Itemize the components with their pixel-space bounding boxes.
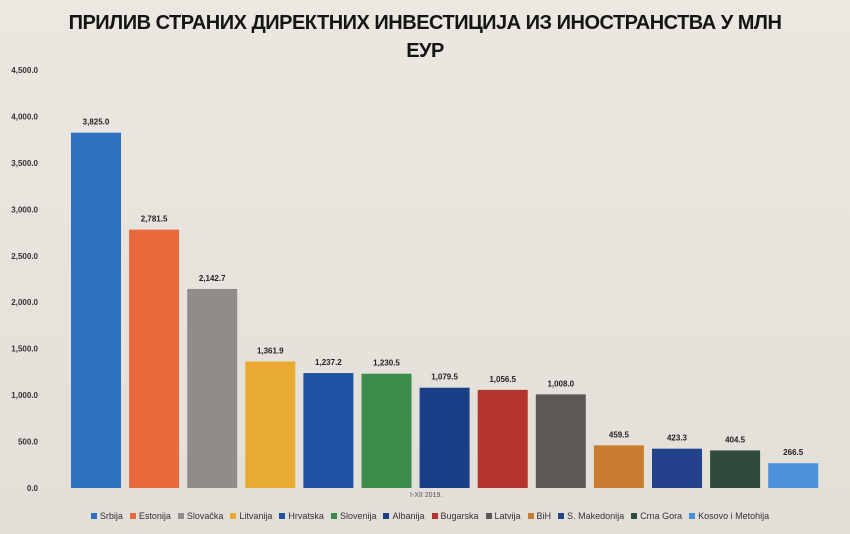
y-tick-label: 2,500.0 [11,252,38,261]
legend-swatch [485,513,492,519]
bar-latvija [535,394,586,488]
legend-item: BiH [527,511,552,521]
bar-srbija [71,132,121,488]
legend-item: Latvija [485,511,521,521]
legend-swatch [230,513,237,519]
bar-slova-ka [187,288,238,488]
legend-label: Bugarska [440,511,479,521]
y-tick-label: 4,500.0 [11,66,38,75]
data-label: 1,230.5 [373,359,400,368]
legend-item: Srbija [90,511,123,521]
legend-label: Crna Gora [640,511,683,521]
legend-item: Slovačka [177,511,224,521]
y-tick-label: 0.0 [27,484,39,493]
data-label: 1,008.0 [547,379,574,388]
legend-label: Albanija [392,511,425,521]
y-tick-label: 1,500.0 [11,345,38,354]
legend-swatch [558,513,565,519]
bar-albanija [419,387,470,488]
legend-item: Bugarska [431,511,479,521]
bar-hrvatska [303,373,354,488]
data-label: 266.5 [783,448,804,457]
y-tick-label: 1,000.0 [11,391,38,400]
data-label: 2,142.7 [199,274,226,283]
bar-bugarska [477,389,528,488]
legend-label: S. Makedonija [567,511,625,521]
legend-swatch [383,513,390,519]
legend-label: Srbija [99,511,123,521]
legend-label: Slovačka [186,511,224,521]
legend-swatch [527,513,534,519]
chart-title-line2: ЕУР [406,40,444,62]
legend-item: Litvanija [230,511,272,521]
legend-label: Kosovo i Metohija [698,511,770,521]
y-tick-label: 2,000.0 [11,298,38,307]
bar-s-makedonija [652,448,702,488]
data-label: 1,237.2 [315,358,342,367]
chart-title: ПРИЛИВ СТРАНИХ ДИРЕКТНИХ ИНВЕСТИЦИЈА ИЗ … [68,12,782,34]
legend-item: Albanija [383,511,425,521]
legend-item: Crna Gora [631,511,682,521]
data-label: 1,079.5 [431,373,458,382]
y-tick-label: 500.0 [18,438,39,447]
legend-item: Slovenija [330,511,377,521]
data-label: 1,056.5 [489,375,516,384]
legend-swatch [631,513,638,519]
legend-item: Estonija [129,511,171,521]
legend-item: Hrvatska [279,511,324,521]
legend: Srbija Estonija Slovačka Litvanija Hrvatska S… [20,511,840,521]
legend-label: Estonija [138,511,171,521]
legend-label: Hrvatska [288,511,324,521]
data-label: 2,781.5 [141,215,168,224]
legend-item: S. Makedonija [558,511,624,521]
data-label: 404.5 [725,435,746,444]
y-tick-label: 3,500.0 [11,159,38,168]
bar-slovenija [361,373,412,488]
legend-label: Litvanija [239,511,273,521]
y-tick-label: 3,000.0 [11,205,38,214]
data-label: 1,361.9 [257,346,284,355]
legend-swatch [431,513,438,519]
legend-swatch [177,513,184,519]
bar-estonija [129,229,180,488]
legend-swatch [330,513,337,519]
y-tick-label: 4,000.0 [11,112,38,121]
bar-litvanija [245,361,296,488]
data-label: 3,825.0 [83,118,110,127]
legend-label: BiH [536,511,552,521]
legend-swatch [90,513,97,519]
data-label: 423.3 [667,434,688,443]
bar-bih [593,445,644,488]
legend-label: Latvija [494,511,521,521]
data-label: 459.5 [609,430,630,439]
legend-swatch [279,513,286,519]
legend-swatch [689,513,696,519]
bar-kosovo-i-metohija [768,463,819,488]
legend-swatch [129,513,136,519]
legend-label: Slovenija [339,511,377,521]
bar-crna-gora [710,450,761,488]
legend-item: Kosovo i Metohija [689,511,769,521]
chart-subtitle: I-XII 2019. [410,492,443,499]
